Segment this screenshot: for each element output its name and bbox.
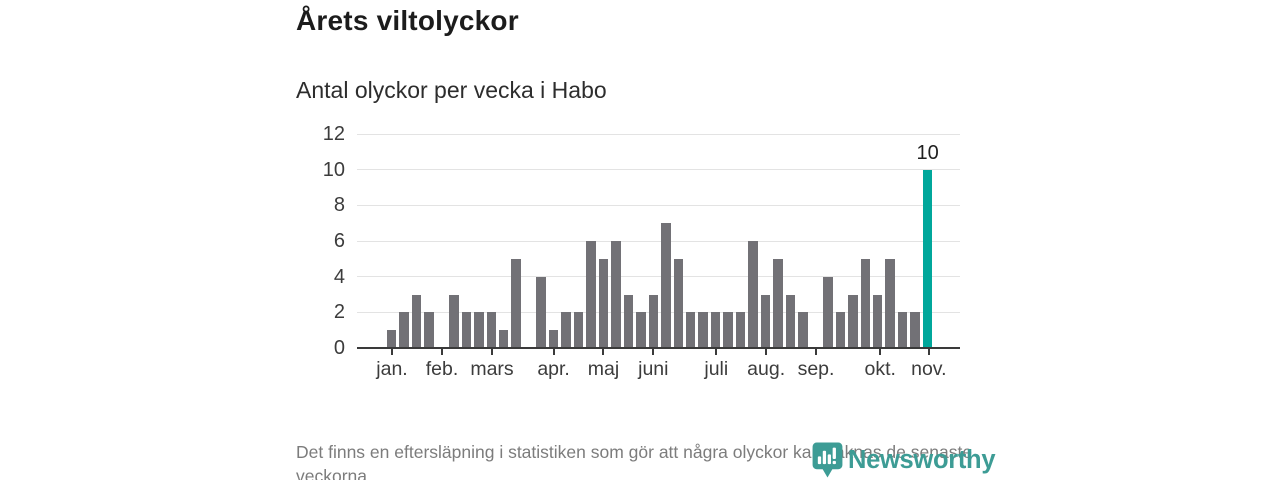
month-tick: [441, 349, 444, 355]
newsworthy-logo-icon: [812, 442, 843, 478]
month-label: sep.: [797, 358, 835, 380]
month-label: juni: [638, 358, 669, 380]
footer-note: Det finns en eftersläpning i statistiken…: [296, 442, 973, 480]
month-tick: [927, 349, 930, 355]
bar: [785, 294, 796, 347]
bar: [835, 312, 846, 347]
y-axis-label: 12: [322, 123, 345, 145]
bar-value-annotation: 10: [916, 141, 939, 164]
month-tick: [815, 349, 817, 355]
month-tick: [552, 349, 555, 355]
month-label: apr.: [537, 358, 570, 380]
bar: [611, 241, 621, 347]
y-axis-label: 6: [333, 230, 345, 252]
bar: [897, 312, 908, 347]
chart-subtitle: Antal olyckor per vecka i Habo: [296, 77, 607, 103]
bar: [536, 276, 546, 347]
bar: [661, 223, 671, 347]
bar: [685, 312, 696, 347]
bar: [735, 312, 746, 347]
bar: [885, 258, 895, 347]
gridline-y-12: [357, 133, 960, 135]
month-label: maj: [587, 358, 620, 380]
plot-area: 0 2 4 6 8 10 12 jan. feb. mars apr. maj juni juli aug.…: [323, 123, 960, 380]
bar: [498, 330, 509, 347]
bar: [486, 312, 496, 347]
bar: [723, 312, 733, 347]
bar: [860, 258, 870, 347]
bar: [573, 312, 584, 347]
bar: [623, 294, 634, 347]
bar: [399, 312, 409, 347]
month-tick: [715, 349, 718, 355]
gridline-y-8: [357, 204, 960, 206]
bar: [411, 294, 422, 347]
bar: [386, 330, 397, 347]
month-label: okt.: [864, 358, 896, 380]
month-tick: [491, 349, 493, 355]
month-tick: [652, 349, 655, 355]
bar: [698, 312, 708, 347]
x-axis-line: [357, 347, 960, 349]
newsworthy-logo-text: Newsworthy: [848, 446, 996, 474]
bar: [848, 294, 858, 347]
bar: [710, 312, 721, 347]
bar: [511, 258, 521, 347]
y-axis-label: 0: [333, 337, 345, 359]
gridline-y-2: [357, 311, 960, 313]
y-axis-label: 4: [333, 265, 345, 288]
bar: [748, 241, 758, 347]
bar: [910, 312, 920, 347]
bar: [461, 312, 472, 347]
gridline-y-4: [357, 276, 960, 278]
bar: [798, 312, 808, 347]
bar: [561, 312, 571, 347]
month-label: mars: [470, 358, 514, 380]
month-tick: [879, 349, 882, 355]
month-tick: [765, 349, 768, 355]
gridline-y-10: [357, 169, 960, 171]
bar: [773, 258, 783, 347]
gridline-y-6: [357, 240, 960, 242]
y-axis-label: 10: [322, 158, 345, 181]
bar: [760, 294, 771, 347]
bar: [424, 312, 434, 347]
month-label: feb.: [425, 358, 459, 380]
y-axis-label: 2: [333, 301, 345, 324]
month-tick: [391, 349, 394, 355]
y-axis-label: 8: [333, 194, 345, 217]
bar: [449, 294, 459, 347]
bar: [872, 294, 883, 347]
bar: [823, 276, 833, 347]
bar: [586, 241, 596, 347]
bar: [636, 312, 646, 347]
month-label: juli: [704, 358, 729, 380]
bar: [673, 258, 683, 347]
newsworthy-logo: Newsworthy: [812, 442, 996, 478]
bar-highlighted: [922, 169, 933, 347]
month-label: aug.: [747, 358, 786, 380]
chart-title: Årets viltolyckor: [296, 5, 519, 36]
month-tick: [602, 349, 605, 355]
bar: [648, 294, 659, 347]
bar: [474, 312, 484, 347]
bar: [548, 330, 559, 347]
bar: [598, 258, 609, 347]
month-label: jan.: [376, 358, 408, 380]
month-label: nov.: [911, 358, 947, 380]
